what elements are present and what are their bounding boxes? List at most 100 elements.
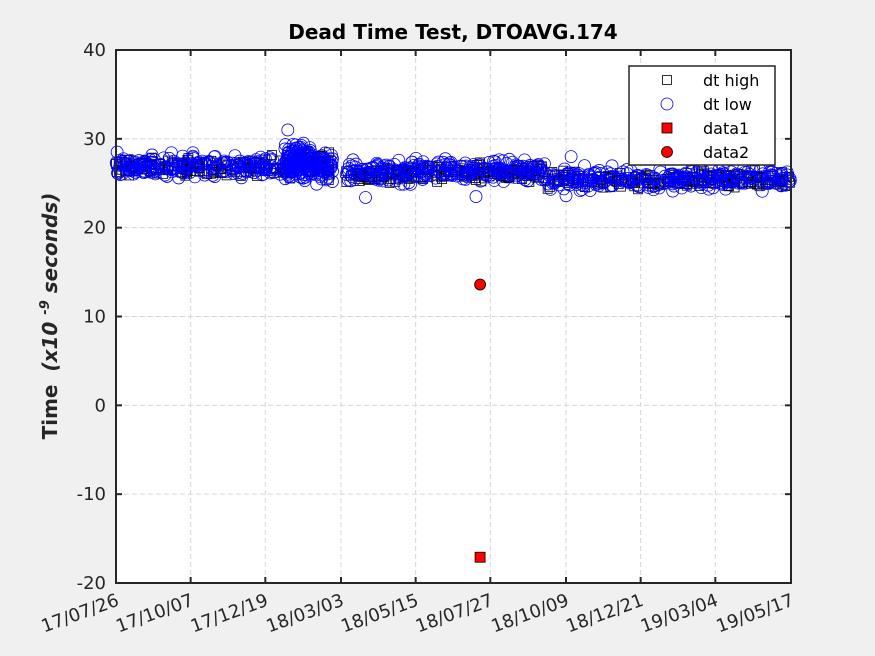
data-point — [459, 167, 473, 181]
data-point — [675, 174, 689, 188]
data-point — [407, 158, 421, 172]
data-point — [487, 159, 500, 173]
data-point — [604, 170, 618, 184]
data-point — [421, 160, 435, 174]
data-point — [111, 166, 124, 180]
data-point — [561, 166, 575, 180]
legend-label: data2 — [703, 143, 749, 162]
data-point — [256, 167, 270, 181]
data-point — [592, 164, 606, 177]
data-point — [208, 160, 222, 174]
data-point — [314, 163, 327, 177]
data-point — [755, 184, 769, 198]
y-axis-label-main: Time — [38, 385, 62, 440]
data-point — [284, 163, 298, 177]
data-point — [361, 162, 375, 176]
data-point — [310, 177, 324, 191]
data-point — [661, 171, 675, 185]
data-point — [389, 165, 402, 179]
data-point — [516, 170, 529, 184]
data-point — [254, 150, 268, 164]
data-point — [480, 169, 493, 183]
data-point — [359, 191, 372, 204]
data-point — [387, 157, 401, 171]
data-point — [289, 141, 303, 155]
data-point — [450, 169, 464, 183]
data-point — [208, 149, 222, 163]
legend-marker — [661, 146, 673, 158]
data-point — [465, 165, 479, 179]
data-point — [405, 155, 419, 169]
data-point — [719, 182, 733, 196]
y-axis-label-unit-exp: -9 — [38, 300, 53, 314]
data-point — [286, 157, 299, 171]
data-point — [122, 154, 135, 168]
data-point — [633, 180, 647, 194]
data-point — [216, 156, 229, 170]
data-point — [679, 166, 693, 180]
y-tick-label: -20 — [77, 573, 106, 594]
data-point — [409, 151, 423, 165]
data-point — [282, 151, 296, 165]
data-point — [113, 157, 127, 171]
data-point — [719, 173, 733, 186]
data-point — [605, 159, 619, 173]
data-point — [314, 155, 328, 169]
y-axis-label: Time (x10 -9 seconds) — [30, 193, 62, 440]
data-point — [589, 178, 603, 191]
data-point — [564, 150, 578, 164]
data-point — [710, 174, 723, 188]
data-point — [775, 167, 789, 181]
y-tick-label: 0 — [95, 395, 106, 416]
legend-label: data1 — [703, 119, 749, 138]
y-tick-label: 40 — [83, 40, 106, 61]
data-point — [695, 177, 709, 190]
legend-marker — [661, 122, 673, 134]
axis-ticks — [115, 49, 792, 584]
series-data2 — [474, 278, 486, 291]
data-point — [161, 159, 175, 173]
y-axis-label-unit-pre: (x10 — [38, 322, 62, 372]
legend-box — [628, 65, 776, 166]
chart-title: Dead Time Test, DTOAVG.174 — [288, 20, 617, 44]
data-point — [497, 175, 510, 188]
data-point — [172, 171, 186, 185]
data-point — [138, 155, 152, 169]
data-point — [575, 183, 589, 196]
y-tick-label: 30 — [83, 129, 106, 150]
data-point — [394, 177, 407, 191]
data-point — [164, 146, 178, 160]
legend-label: dt high — [703, 71, 759, 90]
data-point — [219, 165, 233, 179]
data-point — [734, 176, 748, 190]
data-point — [652, 178, 666, 191]
legend-item: data2 — [661, 143, 749, 162]
data-point — [598, 182, 609, 193]
data-point — [608, 174, 622, 188]
data-point — [616, 165, 630, 179]
data-point — [437, 167, 451, 180]
data-point — [608, 170, 621, 183]
data-point — [113, 153, 127, 167]
y-tick-label: 10 — [83, 307, 106, 328]
data-point — [176, 162, 190, 176]
data-point — [157, 151, 171, 165]
data-point — [168, 162, 182, 175]
data-point — [745, 171, 759, 185]
data-point — [137, 156, 151, 170]
data-point — [377, 159, 391, 173]
data-point — [110, 145, 124, 159]
series-dt-low — [109, 123, 797, 204]
data-point — [572, 167, 586, 181]
data-point — [379, 158, 393, 172]
data-point — [390, 164, 404, 178]
data-point — [782, 175, 796, 188]
data-point — [344, 174, 358, 188]
data-point — [780, 168, 794, 182]
y-tick-label: -10 — [77, 484, 106, 505]
data-point — [148, 167, 162, 181]
data-point — [591, 171, 605, 185]
data-point — [469, 190, 483, 203]
data-point — [114, 165, 127, 178]
